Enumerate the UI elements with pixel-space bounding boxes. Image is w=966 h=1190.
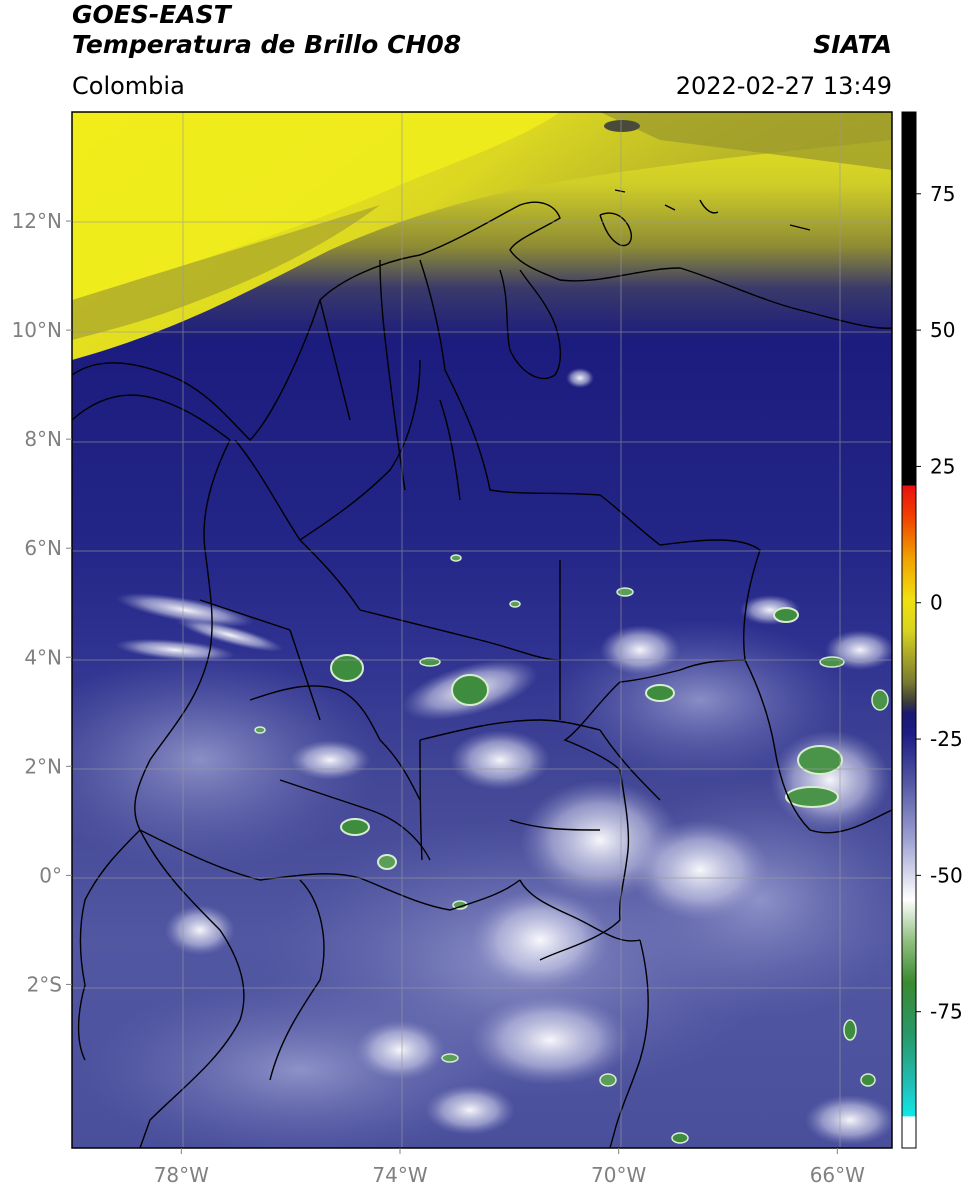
lon-tick-label: 66°W xyxy=(810,1163,865,1187)
brightness-temperature-field xyxy=(72,112,892,1148)
lon-tick-label: 74°W xyxy=(372,1163,427,1187)
organization-label: SIATA xyxy=(813,30,892,59)
lon-tick-label: 78°W xyxy=(154,1163,209,1187)
colorbar-gradient xyxy=(901,111,917,1149)
colorbar: 75 50 25 0 -25 -50 -75 xyxy=(901,111,963,1149)
lat-tick-label: 2°N xyxy=(24,754,62,778)
region-label: Colombia xyxy=(72,72,185,100)
lat-tick-label: 6°N xyxy=(24,536,62,560)
colorbar-tick-label: 50 xyxy=(930,318,955,342)
map-frame xyxy=(71,111,893,1149)
lat-tick-label: 8°N xyxy=(24,427,62,451)
lat-tick-label: 12°N xyxy=(12,209,62,233)
lat-tick-label: 4°N xyxy=(24,645,62,669)
product-title: Temperatura de Brillo CH08 xyxy=(72,30,462,59)
lat-tick-label: 2°S xyxy=(27,972,62,996)
colorbar-tick-label: -50 xyxy=(930,863,963,887)
colorbar-ticks: 75 50 25 0 -25 -50 -75 xyxy=(916,182,963,1024)
latitude-labels: 12°N 10°N 8°N 6°N 4°N 2°N 0° 2°S xyxy=(12,209,72,996)
colorbar-tick-label: -75 xyxy=(930,1000,963,1024)
graticule xyxy=(72,112,892,1148)
satellite-title: GOES-EAST xyxy=(72,0,231,29)
lat-tick-label: 10°N xyxy=(12,318,62,342)
lon-tick-label: 70°W xyxy=(591,1163,646,1187)
colorbar-tick-label: 0 xyxy=(930,591,943,615)
colorbar-tick-label: -25 xyxy=(930,727,963,751)
lat-tick-label: 0° xyxy=(39,863,62,887)
colorbar-tick-label: 25 xyxy=(930,454,955,478)
timestamp-label: 2022-02-27 13:49 xyxy=(675,72,892,100)
colorbar-tick-label: 75 xyxy=(930,182,955,206)
longitude-labels: 78°W 74°W 70°W 66°W xyxy=(154,1148,865,1187)
country-borders xyxy=(72,189,892,1148)
